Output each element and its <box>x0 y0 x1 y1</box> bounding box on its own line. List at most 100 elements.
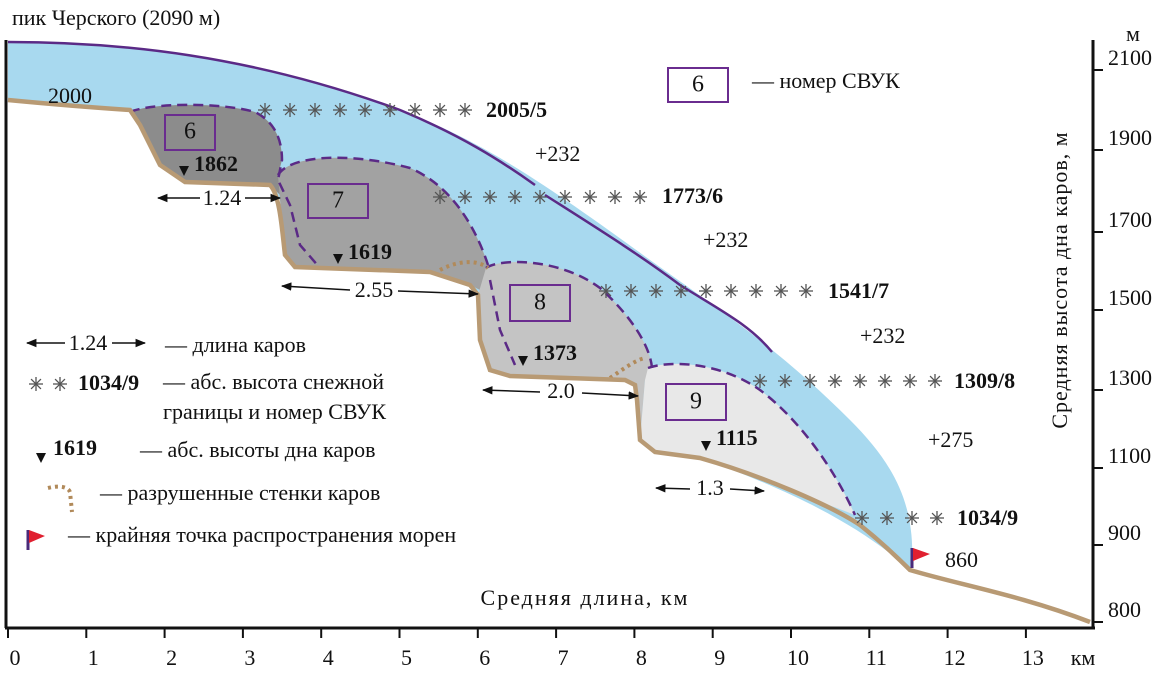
star-stroke <box>309 104 321 116</box>
floor-marker <box>701 441 711 451</box>
snowline-label: 1034/9 <box>957 505 1018 530</box>
star-stroke <box>259 104 271 116</box>
floor-label: 1115 <box>716 425 758 450</box>
x-tick-label: 5 <box>401 645 412 670</box>
star-stroke <box>384 104 396 116</box>
x-tick-label: 7 <box>558 645 569 670</box>
cirque-number: 9 <box>690 389 702 415</box>
floor-marker <box>518 356 528 366</box>
star-stroke <box>775 285 787 297</box>
star-stroke <box>929 375 941 387</box>
summit-label: 2000 <box>48 83 92 108</box>
star-stroke <box>829 375 841 387</box>
y-axis-label: Средняя высота дна каров, м <box>1047 131 1072 428</box>
delta: +232 <box>703 227 748 252</box>
star-stroke <box>459 104 471 116</box>
legend-floor-marker <box>36 453 46 463</box>
cirque-7 <box>278 157 488 290</box>
length-label: 2.0 <box>547 378 575 403</box>
star-stroke <box>879 375 891 387</box>
length-label: 1.3 <box>696 475 724 500</box>
y-tick-label: 1100 <box>1108 443 1151 468</box>
x-tick-label: 10 <box>787 645 809 670</box>
star-stroke <box>600 285 612 297</box>
x-tick-label: 0 <box>10 645 21 670</box>
floor-marker <box>333 254 343 264</box>
star-stroke <box>906 512 918 524</box>
y-tick-label: 900 <box>1108 520 1141 545</box>
delta: +275 <box>928 427 973 452</box>
x-tick-label: 8 <box>636 645 647 670</box>
y-tick-label: 800 <box>1108 597 1141 622</box>
y-tick-label: 2100 <box>1108 45 1152 70</box>
broken-walls <box>47 260 646 513</box>
snowline-label: 1541/7 <box>828 278 889 303</box>
terrain <box>7 97 1091 625</box>
delta: +232 <box>535 141 580 166</box>
legend-sample: 1.24 <box>69 330 108 355</box>
legend-flag <box>29 530 45 543</box>
star-stroke <box>434 191 446 203</box>
star-stroke <box>534 191 546 203</box>
snowline-label: 2005/5 <box>486 97 547 122</box>
length-label: 1.24 <box>203 185 242 210</box>
length-arrow <box>654 484 691 493</box>
cirque-8 <box>478 262 652 440</box>
star-stroke <box>409 104 421 116</box>
star-stroke <box>700 285 712 297</box>
x-tick-label: 9 <box>714 645 725 670</box>
floor-label: 1862 <box>194 151 238 176</box>
star-stroke <box>804 375 816 387</box>
x-tick-label: 1 <box>88 645 99 670</box>
x-axis-label: Средняя длина, км <box>481 585 690 610</box>
cirque-number: 6 <box>184 119 196 145</box>
star-stroke <box>779 375 791 387</box>
y-axis-unit: м <box>1126 21 1140 46</box>
star-stroke <box>584 191 596 203</box>
legend-sample: 1034/9 <box>78 370 139 395</box>
star-stroke <box>725 285 737 297</box>
star-stroke <box>625 285 637 297</box>
legend-text: — абс. высоты дна каров <box>139 437 376 462</box>
star-stroke <box>800 285 812 297</box>
star-stroke <box>334 104 346 116</box>
x-tick-label: 6 <box>479 645 490 670</box>
length-arrow <box>581 391 640 400</box>
x-axis-unit: км <box>1071 645 1096 670</box>
snowline-stars <box>29 103 944 525</box>
x-tick-label: 12 <box>944 645 966 670</box>
star-stroke <box>754 375 766 387</box>
y-tick-label: 1700 <box>1108 207 1152 232</box>
star-stroke <box>675 285 687 297</box>
star-stroke <box>609 191 621 203</box>
x-tick-label: 11 <box>866 645 887 670</box>
star-stroke <box>559 191 571 203</box>
x-tick-label: 3 <box>244 645 255 670</box>
terminus-label: 860 <box>945 547 978 572</box>
floor-label: 1619 <box>348 239 392 264</box>
star-stroke <box>904 375 916 387</box>
flag <box>913 548 930 561</box>
star-stroke <box>54 378 66 390</box>
star-stroke <box>931 512 943 524</box>
cirque-outlines <box>129 103 857 516</box>
cirque-9 <box>640 363 855 515</box>
cirque-box <box>665 383 727 421</box>
y-tick-label: 1300 <box>1108 365 1152 390</box>
length-label: 2.55 <box>355 277 394 302</box>
legend-text: — разрушенные стенки каров <box>99 480 380 505</box>
cirque-6 <box>130 104 285 200</box>
snowline-label: 1309/8 <box>954 368 1015 393</box>
legend-text: — номер СВУК <box>751 68 900 93</box>
y-tick-label: 1900 <box>1108 125 1152 150</box>
length-arrow <box>397 289 480 298</box>
star-stroke <box>30 378 42 390</box>
cirque-box <box>307 183 369 219</box>
delta: +232 <box>860 323 905 348</box>
x-tick-label: 13 <box>1022 645 1044 670</box>
y-tick-label: 1500 <box>1108 285 1152 310</box>
ticks: 0 1 2 3 4 5 6 7 8 9 10 11 12 132100190017001500130011… <box>7 45 1152 670</box>
cirque-box <box>164 114 216 151</box>
star-stroke <box>284 104 296 116</box>
